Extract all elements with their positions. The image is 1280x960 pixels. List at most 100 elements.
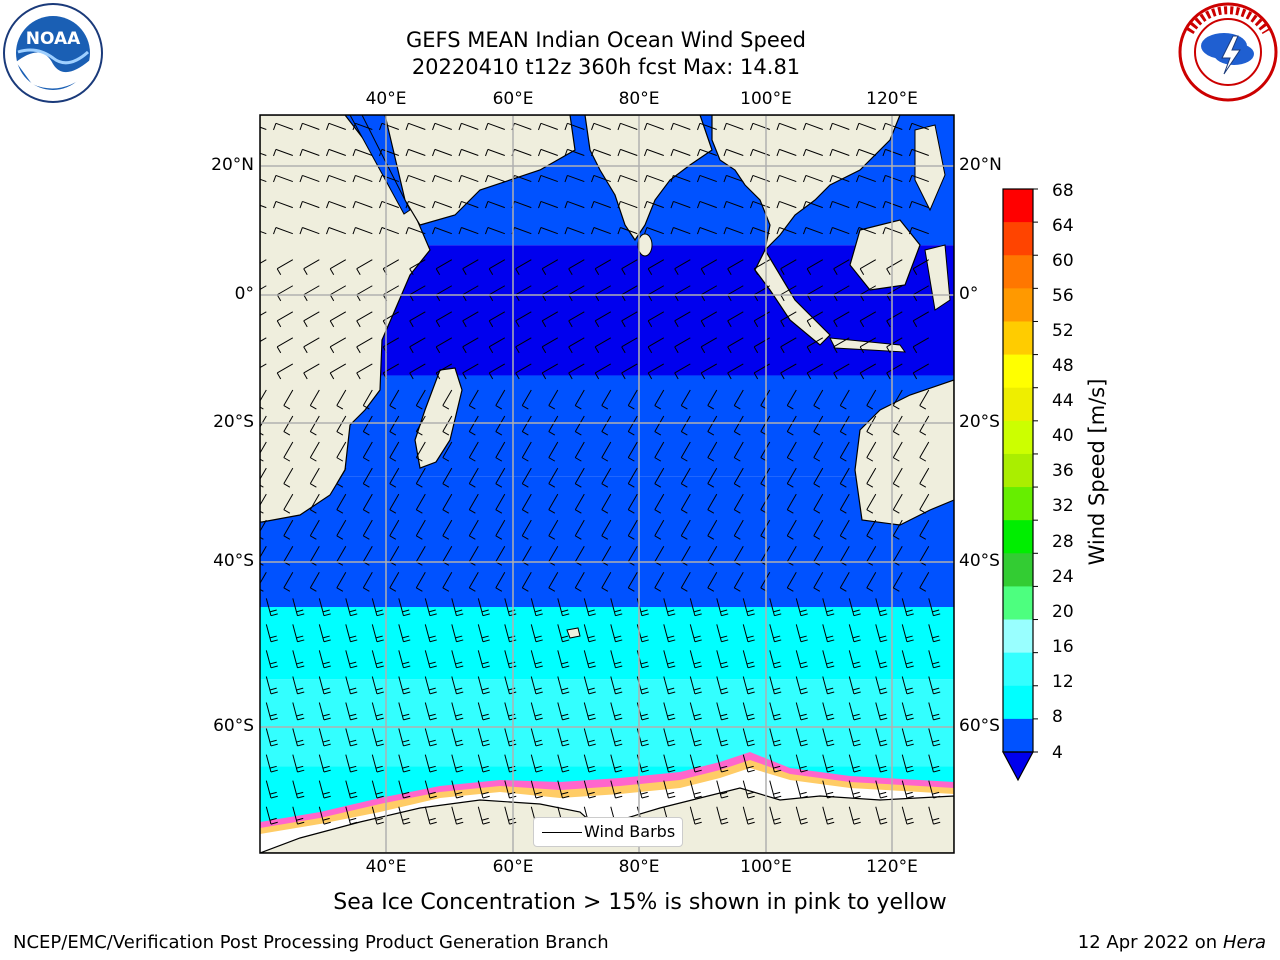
colorbar-frame [1002,188,1034,753]
wind-barb [389,493,400,514]
lat-tick-left-40s: 40°S [213,551,254,571]
noaa-logo-icon: NOAA [3,3,103,103]
wind-barb [621,259,638,276]
wind-barb [557,650,570,669]
wind-barb [283,493,294,514]
wind-barb [521,467,532,488]
wind-barb [654,519,665,540]
wind-barb [919,441,930,462]
wind-barb [435,285,453,302]
wind-barb [780,285,797,302]
colorbar-tick-20: 20 [1052,602,1074,622]
wind-barb [265,650,278,669]
wind-barb [548,415,559,436]
wind-barb [707,389,718,410]
wind-barb [928,702,941,721]
wind-barb [273,200,293,209]
wind-barb [707,467,718,488]
wind-barb [928,624,941,643]
wind-barb [362,572,373,592]
wind-barb [451,702,464,721]
wind-barb [689,754,702,773]
wind-barb [610,676,623,695]
wind-barb [574,493,585,514]
wind-barb [329,311,347,328]
wind-barb [409,259,426,276]
wind-barb [749,200,770,209]
wind-barb [886,285,903,302]
wind-barb [886,363,903,380]
wind-barb [292,676,305,695]
wind-barb [451,728,464,747]
wind-barb [485,200,505,209]
wind-barb [742,676,755,695]
wind-barbs [260,122,941,825]
colorbar-segment [1003,354,1033,389]
wind-barb [405,174,426,183]
colorbar-tick-56: 56 [1052,286,1074,306]
wind-barb [813,467,824,488]
wind-barb [495,389,506,410]
wind-barb [670,148,691,157]
wind-barb [468,519,479,540]
wind-barb [928,806,941,825]
wind-barb [627,572,638,592]
wind-barb [919,415,930,436]
wind-barb [292,728,305,747]
wind-barb [468,572,479,592]
wind-barb [769,676,782,695]
wind-barb [647,285,665,302]
wind-barb [477,728,490,747]
wind-barb [696,174,717,183]
wind-barb [389,572,400,592]
wind-barb [733,572,744,592]
wind-barb [627,389,638,410]
wind-barb [318,676,331,695]
lon-tick-bottom-40e: 40°E [365,857,407,877]
wind-barb [833,259,850,276]
wind-barb [680,493,691,514]
wind-barb [568,285,585,302]
wind-barb [485,148,505,157]
wind-barb [621,311,638,328]
wind-barb [674,337,691,354]
wind-barb [458,174,479,183]
wind-barb [260,204,267,209]
wind-barb [806,337,824,354]
wind-barb [415,389,426,410]
wind-barb [696,200,717,209]
wind-barb [303,285,320,302]
wind-barb [723,174,744,183]
wind-barb [859,363,877,380]
noaa-logo-text: NOAA [26,29,81,49]
map-frame [259,114,955,854]
wind-barb [435,363,453,380]
wind-barb [901,728,914,747]
wind-barb [495,493,506,514]
wind-barb [723,227,744,235]
wind-barb [654,389,665,410]
wind-barb [875,598,888,617]
wind-barb [345,702,358,721]
wind-barb [689,780,702,799]
wind-barb [780,311,797,328]
wind-barb [292,598,305,617]
wind-barb [574,415,585,436]
wind-barb [776,122,797,131]
wind-barb [451,780,464,799]
wind-barb [848,754,861,773]
wind-barb [859,311,877,328]
wind-barb [260,337,267,343]
wind-barb [362,389,373,410]
wind-barb [644,200,664,209]
wind-barb [336,467,347,488]
wind-barb [727,337,744,354]
wind-barb [674,285,691,302]
wind-barb [336,493,347,514]
wind-barb [477,676,490,695]
wind-barb [786,572,797,592]
wind-barb [813,519,824,540]
wind-barb [583,754,596,773]
wind-barb [848,624,861,643]
wind-barb [405,148,426,157]
